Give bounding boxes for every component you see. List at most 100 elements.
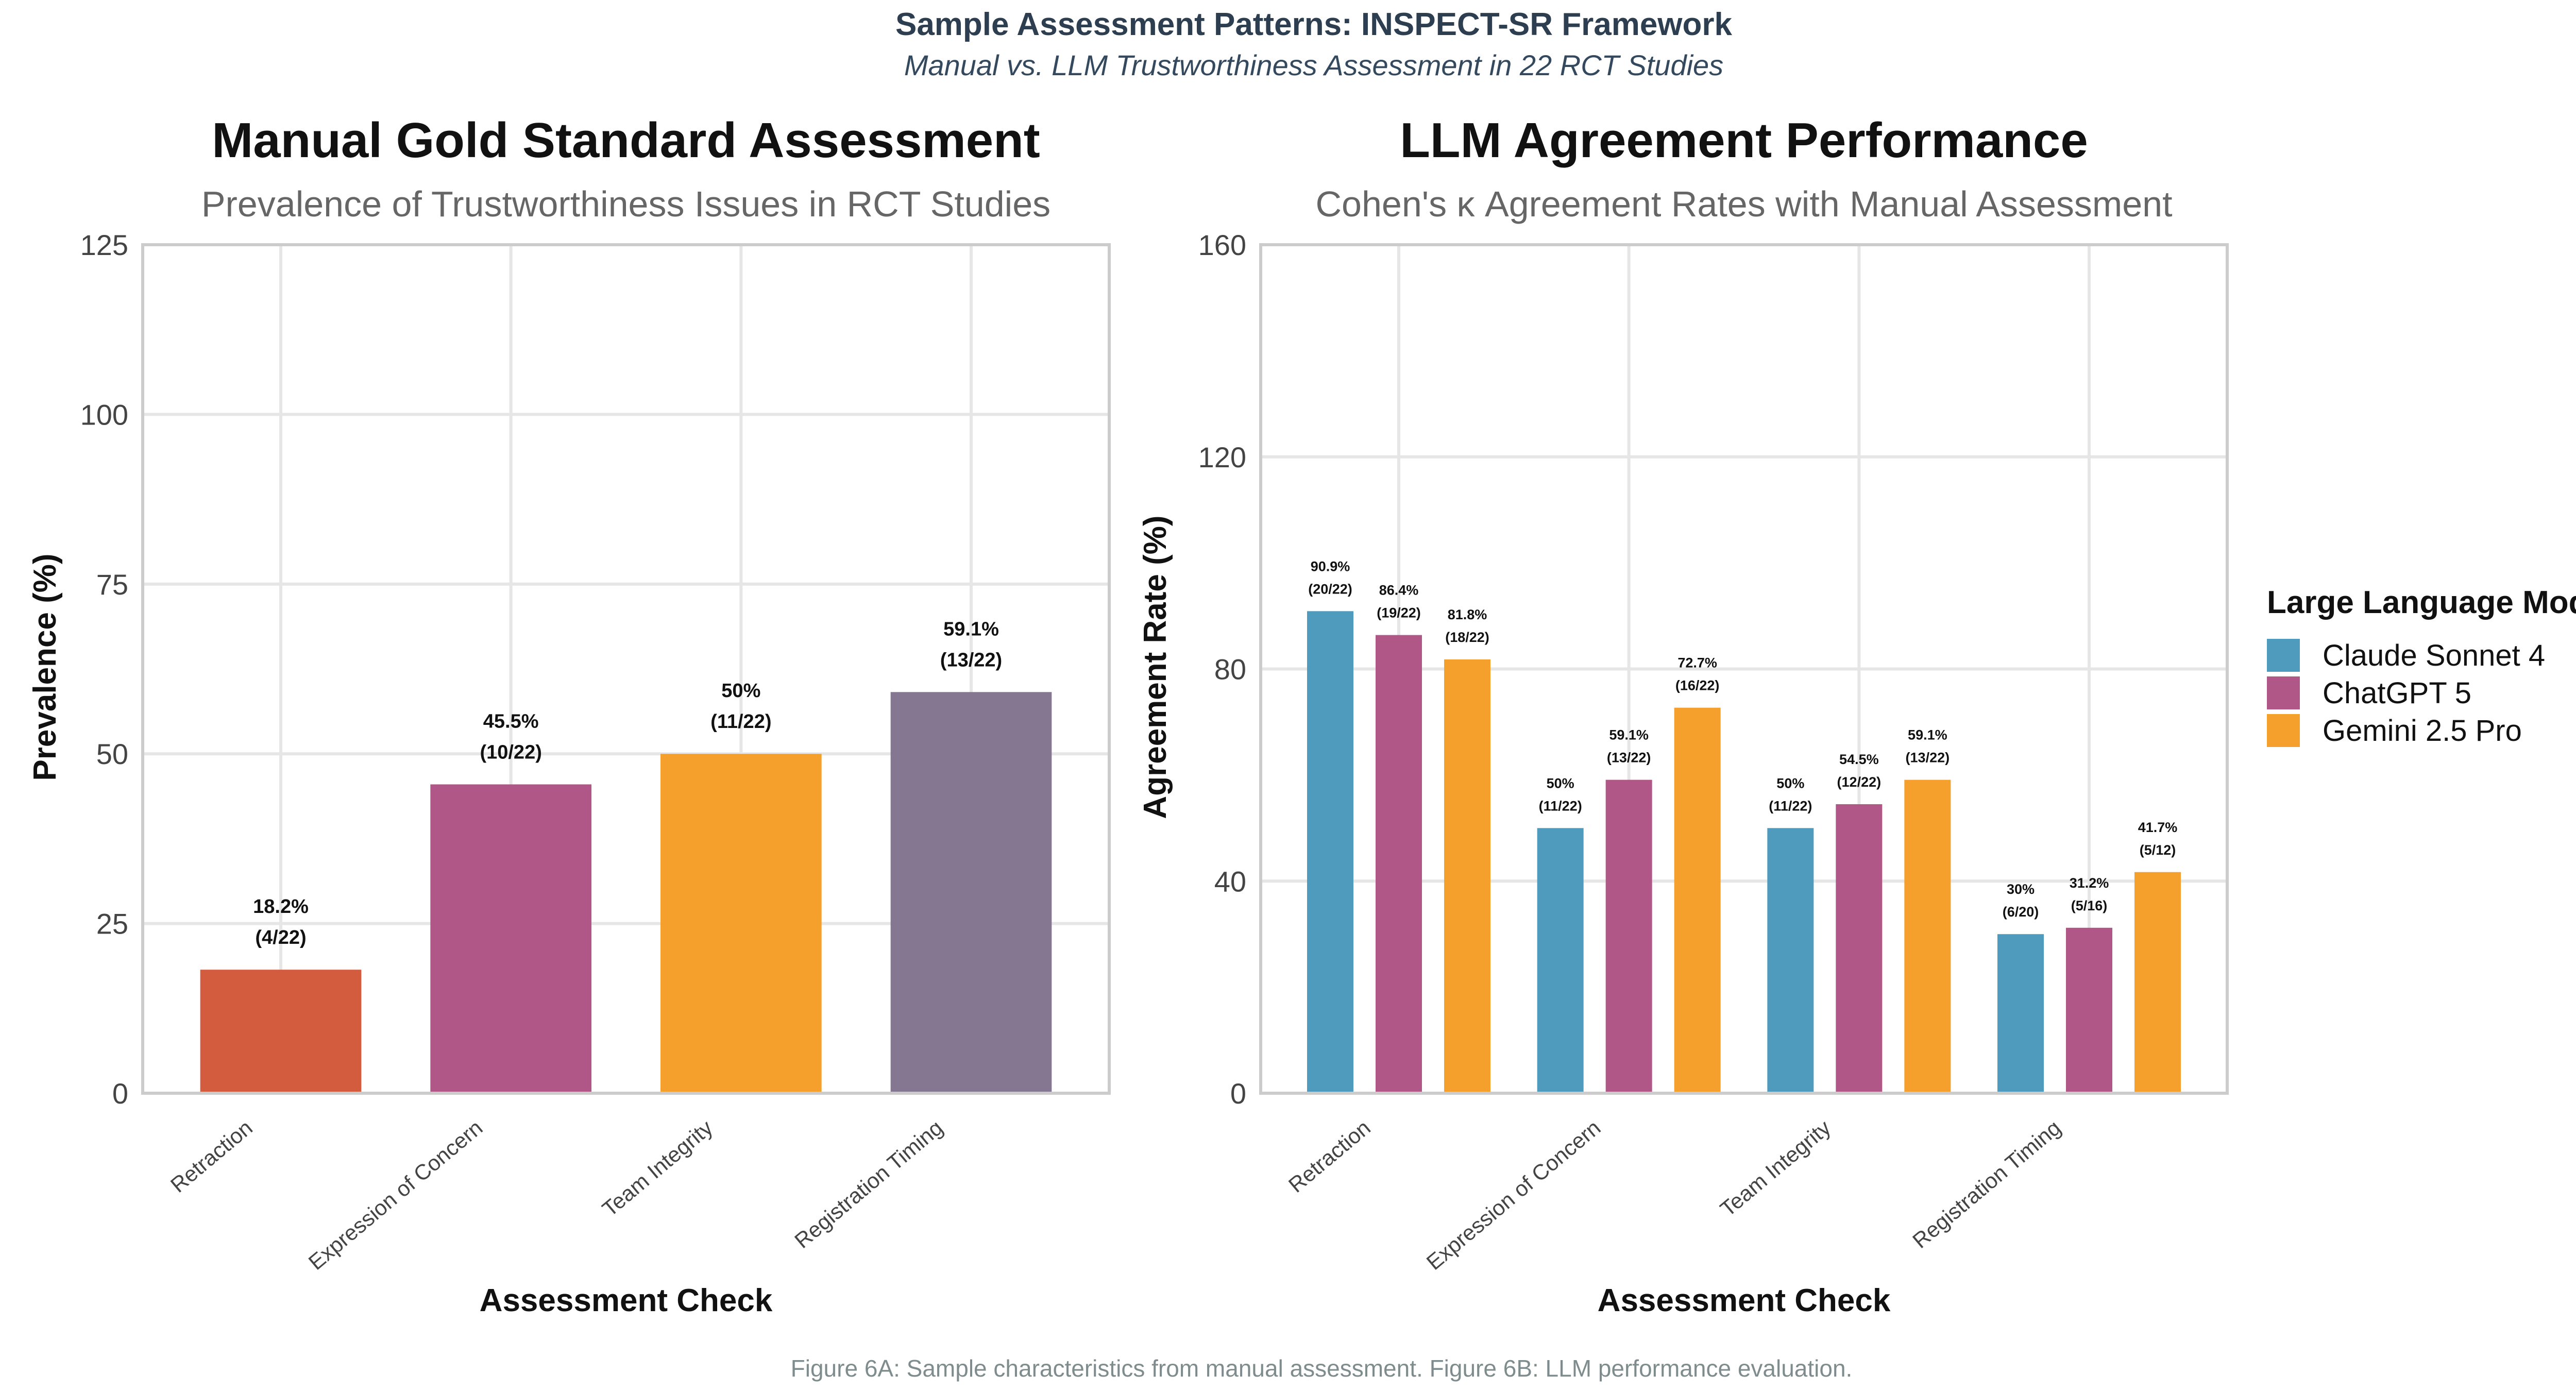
y-tick-label: 75 [96,568,128,601]
y-tick-label: 125 [80,229,128,261]
chart-b-data-labels: 90.9% (20/22) 50% (11/22) 50% (11/22) 30% (6/20… [1308,558,2177,920]
bar-claude-sonnet-4 [1767,828,1814,1093]
y-tick-label: 80 [1214,653,1246,686]
bar-gemini-2-5-pro [1444,659,1490,1093]
chart-a-y-axis-label: Prevalence (%) [27,553,63,781]
data-label-count: (11/22) [1539,798,1582,813]
figure-caption: Figure 6A: Sample characteristics from m… [791,1355,1853,1382]
legend: Large Language Model Claude Sonnet 4 Chat… [2267,585,2576,748]
legend-label: Claude Sonnet 4 [2323,639,2545,672]
bar-gemini-2-5-pro [2134,872,2181,1093]
data-label-percent: 59.1% [1609,727,1649,743]
data-label-count: (11/22) [1769,798,1812,813]
chart-b-x-axis-label: Assessment Check [1598,1283,1891,1318]
data-label-percent: 59.1% [1908,727,1947,743]
data-label-percent: 50% [1776,775,1804,791]
data-label-percent: 31.2% [2070,875,2109,891]
x-tick-label: Registration Timing [1908,1115,2065,1253]
legend-swatch [2267,639,2300,672]
bar-gemini-2-5-pro [1674,707,1721,1093]
x-tick-label: Retraction [166,1115,257,1197]
x-tick-label: Expression of Concern [1422,1115,1605,1275]
chart-a-x-axis-label: Assessment Check [480,1283,773,1318]
bar-team-integrity [660,754,822,1093]
bar-chatgpt-5 [2066,927,2112,1093]
legend-swatch [2267,714,2300,747]
data-label-count: (5/16) [2071,898,2108,913]
chart-b-y-axis-label: Agreement Rate (%) [1138,515,1173,819]
data-label-percent: 90.9% [1311,558,1350,574]
chart-b-y-ticks: 0 40 80 120 160 [1198,229,1246,1110]
data-label-percent: 45.5% [483,710,539,732]
bar-claude-sonnet-4 [1307,611,1353,1093]
bar-gemini-2-5-pro [1904,779,1951,1093]
bar-chatgpt-5 [1836,804,1883,1093]
data-label-percent: 72.7% [1677,655,1717,671]
y-tick-label: 120 [1198,441,1246,473]
data-label-percent: 50% [721,680,760,702]
data-label-count: (12/22) [1837,774,1882,790]
data-label-percent: 41.7% [2138,820,2178,835]
data-label-count: (11/22) [710,711,771,733]
data-label-percent: 18.2% [253,896,309,918]
data-label-percent: 59.1% [943,618,999,640]
data-label-count: (10/22) [480,741,541,763]
chart-a-y-ticks: 0 25 50 75 100 125 [80,229,128,1110]
legend-label: ChatGPT 5 [2323,676,2471,710]
y-tick-label: 0 [1230,1077,1246,1110]
data-label-count: (13/22) [1906,750,1950,766]
y-tick-label: 50 [96,738,128,770]
chart-b-bars [1307,611,2181,1093]
chart-b-title: LLM Agreement Performance [1400,113,2088,168]
chart-manual-prevalence: Manual Gold Standard Assessment Prevalen… [27,113,1111,1318]
bar-chatgpt-5 [1376,635,1422,1093]
data-label-percent: 81.8% [1448,607,1487,622]
bar-chatgpt-5 [1605,779,1652,1093]
bar-claude-sonnet-4 [1537,828,1584,1093]
y-tick-label: 25 [96,908,128,940]
y-tick-label: 160 [1198,229,1246,261]
data-label-percent: 30% [2007,881,2035,897]
data-label-percent: 50% [1547,775,1574,791]
chart-a-x-ticks: Retraction Expression of Concern Team Inte… [166,1115,947,1275]
x-tick-label: Retraction [1284,1115,1375,1197]
data-label-count: (16/22) [1675,678,1720,693]
x-tick-label: Team Integrity [598,1115,717,1222]
bar-registration-timing [890,692,1052,1093]
chart-b-subtitle: Cohen's κ Agreement Rates with Manual As… [1315,184,2172,224]
chart-a-data-labels: 18.2% (4/22) 45.5% (10/22) 50% (11/22) 59.1% (1… [253,618,1002,948]
data-label-count: (5/12) [2140,842,2176,858]
bar-expression-of-concern [430,784,591,1093]
chart-llm-agreement: LLM Agreement Performance Cohen's κ Agre… [1138,113,2229,1318]
bar-claude-sonnet-4 [1997,934,2044,1093]
figure-title: Sample Assessment Patterns: INSPECT-SR F… [895,7,1733,42]
x-tick-label: Expression of Concern [304,1115,487,1275]
x-tick-label: Team Integrity [1716,1115,1835,1222]
chart-a-plot-frame [141,243,1111,1095]
legend-swatch [2267,676,2300,709]
bar-retraction [200,970,362,1093]
data-label-percent: 54.5% [1839,752,1879,767]
data-label-count: (13/22) [940,649,1002,671]
data-label-count: (20/22) [1308,581,1352,597]
data-label-percent: 86.4% [1379,583,1419,598]
data-label-count: (6/20) [2003,904,2039,920]
chart-b-plot-frame [1259,243,2229,1095]
x-tick-label: Registration Timing [790,1115,947,1253]
chart-b-x-ticks: Retraction Expression of Concern Team Inte… [1284,1115,2065,1275]
data-label-count: (4/22) [255,927,306,948]
data-label-count: (18/22) [1445,630,1489,645]
y-tick-label: 100 [80,398,128,431]
chart-a-subtitle: Prevalence of Trustworthiness Issues in … [201,184,1050,224]
chart-a-bars [200,692,1052,1093]
y-tick-label: 40 [1214,865,1246,897]
y-tick-label: 0 [112,1077,128,1110]
legend-title: Large Language Model [2267,585,2576,620]
legend-label: Gemini 2.5 Pro [2323,714,2522,748]
chart-a-title: Manual Gold Standard Assessment [212,113,1040,168]
figure-subtitle: Manual vs. LLM Trustworthiness Assessmen… [904,49,1723,81]
legend-items: Claude Sonnet 4 ChatGPT 5 Gemini 2.5 Pro [2267,639,2545,748]
data-label-count: (13/22) [1607,750,1651,766]
data-label-count: (19/22) [1377,605,1421,621]
